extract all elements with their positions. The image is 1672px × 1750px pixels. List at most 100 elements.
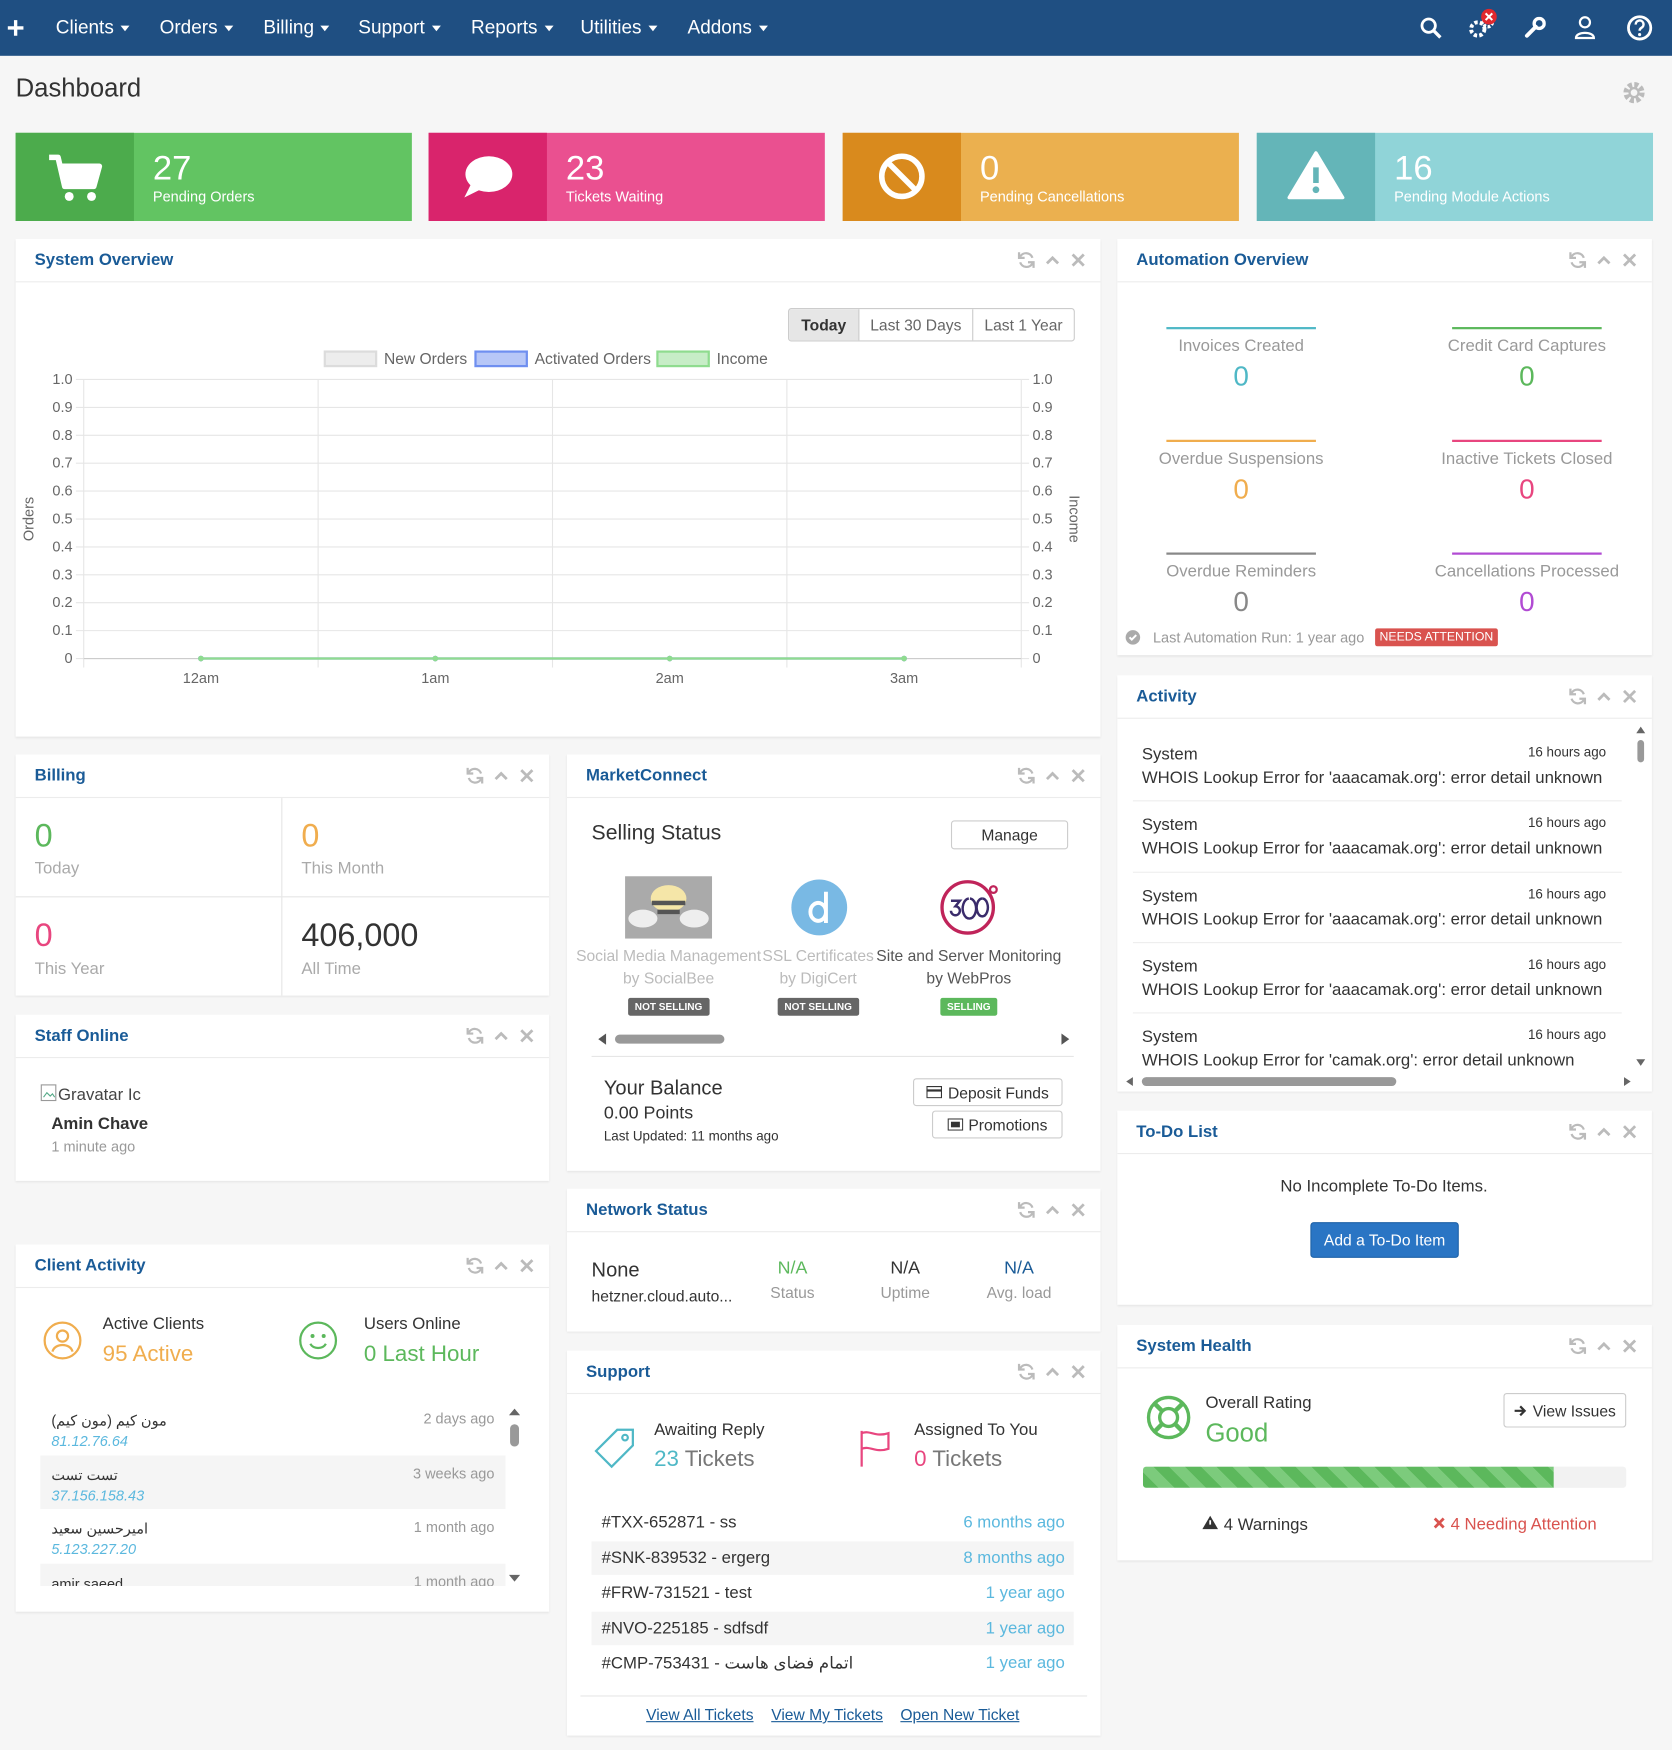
refresh-icon[interactable] — [1017, 251, 1036, 269]
ticket-subject[interactable]: #CMP-753431 - اتمام فضای هاست — [601, 1654, 854, 1674]
promotions-button[interactable]: Promotions — [931, 1110, 1063, 1139]
deposit-button[interactable]: Deposit Funds — [913, 1078, 1063, 1107]
manage-button[interactable]: Manage — [950, 820, 1069, 850]
client-name[interactable]: مون کیم (مون کیم) — [51, 1411, 167, 1429]
client-name[interactable]: تست تست — [51, 1466, 118, 1483]
client-name[interactable]: امیرحسین سعید — [51, 1520, 149, 1537]
activity-user: System — [1141, 1027, 1198, 1047]
scroll-arrows[interactable] — [1635, 724, 1646, 1070]
ticket-subject[interactable]: #TXX-652871 - ss — [601, 1512, 737, 1532]
decor — [947, 1118, 963, 1131]
decor — [591, 1055, 1074, 1057]
stat-label: Users Online — [363, 1314, 461, 1334]
y2-tick-label: 0 — [1032, 651, 1040, 667]
nav-item[interactable]: Addons — [688, 17, 768, 39]
scroll-arrows[interactable] — [508, 1407, 521, 1586]
nav-item[interactable]: Clients — [56, 17, 130, 39]
collapse-icon[interactable] — [1595, 1337, 1613, 1355]
collapse-icon[interactable] — [1044, 1363, 1062, 1381]
h-scroll-arrows[interactable] — [1124, 1076, 1633, 1087]
lifebuoy-icon — [1146, 1395, 1191, 1440]
close-icon[interactable] — [1069, 767, 1087, 785]
decor — [1628, 87, 1640, 99]
client-name[interactable]: amir saeed — [51, 1574, 124, 1587]
settings-icon[interactable] — [1621, 79, 1648, 106]
ticket-subject[interactable]: #FRW-731521 - test — [601, 1583, 752, 1603]
automation-icon[interactable] — [1468, 7, 1501, 40]
collapse-icon[interactable] — [1595, 688, 1613, 706]
close-icon[interactable] — [518, 767, 536, 785]
decor — [1623, 689, 1637, 704]
refresh-icon[interactable] — [1568, 688, 1587, 706]
ticket-time: 1 year ago — [985, 1653, 1065, 1673]
stat-card[interactable]: 0 Pending Cancellations — [842, 132, 1239, 221]
collapse-icon[interactable] — [1595, 251, 1613, 269]
range-button[interactable]: Last 1 Year — [984, 315, 1063, 334]
collapse-icon[interactable] — [1044, 767, 1062, 785]
stat-card[interactable]: 16 Pending Module Actions — [1256, 132, 1654, 221]
search-icon[interactable] — [1420, 17, 1442, 39]
todo-panel: To-Do List No Incomplete To-Do Items. Ad… — [1117, 1110, 1652, 1305]
support-link[interactable]: Open New Ticket — [900, 1705, 1020, 1724]
view-issues-button[interactable]: View Issues — [1503, 1392, 1627, 1428]
collapse-icon[interactable] — [492, 1027, 510, 1045]
support-link[interactable]: View My Tickets — [771, 1705, 883, 1724]
collapse-icon[interactable] — [1595, 1123, 1613, 1141]
nav-item[interactable]: Utilities — [580, 17, 657, 39]
nav-item[interactable]: Orders — [160, 17, 234, 39]
range-button[interactable]: Today — [789, 309, 860, 341]
panel-header: System Health — [1117, 1325, 1652, 1369]
decor — [861, 1431, 890, 1452]
wrench-icon[interactable] — [1524, 16, 1546, 39]
help-icon[interactable] — [1626, 15, 1653, 42]
balance-updated: Last Updated: 11 months ago — [603, 1128, 779, 1145]
refresh-icon[interactable] — [1017, 1201, 1036, 1219]
refresh-icon[interactable] — [1568, 251, 1587, 269]
refresh-icon[interactable] — [465, 767, 484, 785]
nav-item[interactable]: Support — [358, 17, 440, 39]
nav-item[interactable]: Billing — [263, 17, 329, 39]
close-icon[interactable] — [1069, 251, 1087, 269]
chat-icon — [464, 156, 513, 198]
add-todo-button[interactable]: Add a To-Do Item — [1310, 1222, 1459, 1258]
collapse-icon[interactable] — [492, 1257, 510, 1275]
decor — [1045, 1367, 1060, 1377]
product-vendor: by DigiCert — [779, 968, 857, 987]
stat-card[interactable]: 27 Pending Orders — [15, 132, 412, 221]
panel-header: Client Activity — [15, 1245, 550, 1289]
close-icon[interactable] — [1069, 1363, 1087, 1381]
h-scroll[interactable] — [596, 1031, 1071, 1047]
stat-card[interactable]: 23 Tickets Waiting — [428, 132, 825, 221]
collapse-icon[interactable] — [1044, 251, 1062, 269]
collapse-icon[interactable] — [1044, 1201, 1062, 1219]
close-icon[interactable] — [1069, 1201, 1087, 1219]
ticket-subject[interactable]: #SNK-839532 - ergerg — [601, 1548, 771, 1568]
close-icon[interactable] — [518, 1257, 536, 1275]
close-icon[interactable] — [1621, 688, 1639, 706]
refresh-icon[interactable] — [1568, 1337, 1587, 1355]
close-icon[interactable] — [1621, 251, 1639, 269]
separator — [1132, 800, 1622, 802]
close-icon[interactable] — [1621, 1337, 1639, 1355]
nav-item[interactable]: Reports — [471, 17, 553, 39]
decor — [1623, 82, 1645, 104]
user-icon[interactable] — [1574, 16, 1596, 41]
refresh-icon[interactable] — [465, 1027, 484, 1045]
decor — [1597, 692, 1611, 701]
refresh-icon[interactable] — [465, 1257, 484, 1275]
close-icon[interactable] — [1621, 1123, 1639, 1141]
ticket-subject[interactable]: #NVO-225185 - sdfsdf — [601, 1618, 769, 1638]
close-icon[interactable] — [518, 1027, 536, 1045]
refresh-icon[interactable] — [1568, 1123, 1587, 1141]
h-scroll-thumb[interactable] — [1141, 1077, 1397, 1087]
activity-time: 16 hours ago — [1527, 815, 1607, 831]
collapse-icon[interactable] — [492, 767, 510, 785]
scroll-thumb[interactable] — [1637, 740, 1645, 763]
decor — [1128, 634, 1137, 641]
refresh-icon[interactable] — [1017, 1363, 1036, 1381]
add-icon[interactable] — [7, 19, 25, 37]
refresh-icon[interactable] — [1017, 767, 1036, 785]
button-label: View Issues — [1532, 1401, 1616, 1420]
support-link[interactable]: View All Tickets — [646, 1705, 754, 1724]
range-button[interactable]: Last 30 Days — [859, 309, 974, 341]
